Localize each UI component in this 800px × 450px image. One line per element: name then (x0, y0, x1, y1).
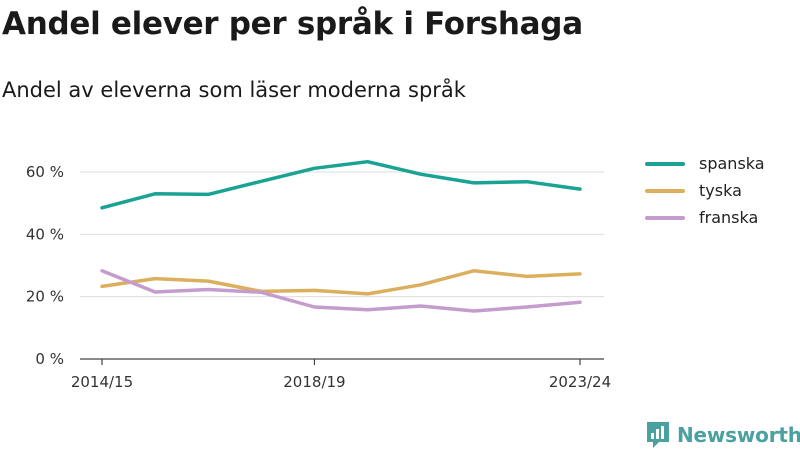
x-tick-label: 2018/19 (283, 373, 345, 391)
legend-swatch (645, 161, 685, 166)
y-tick-label: 60 % (26, 163, 64, 181)
y-tick-label: 20 % (26, 288, 64, 306)
y-tick-label: 0 % (35, 350, 64, 368)
legend-swatch (645, 188, 685, 193)
x-tick-label: 2014/15 (71, 373, 133, 391)
x-axis: 2014/15 2018/19 2023/24 (71, 358, 611, 391)
legend-item-franska: franska (645, 204, 765, 231)
series-lines (100, 159, 582, 313)
chart-title: Andel elever per språk i Forshaga (2, 6, 583, 42)
legend-label: spanska (699, 154, 765, 173)
brand: Newsworthy (645, 420, 800, 450)
chart-subtitle: Andel av eleverna som läser moderna språ… (2, 78, 466, 102)
legend-item-tyska: tyska (645, 177, 765, 204)
brand-name: Newsworthy (677, 423, 800, 447)
x-tick-label: 2023/24 (549, 373, 611, 391)
legend-item-spanska: spanska (645, 150, 765, 177)
y-tick-label: 40 % (26, 225, 64, 243)
y-axis: 0 % 20 % 40 % 60 % (26, 163, 64, 368)
legend-label: franska (699, 208, 759, 227)
gridlines (80, 171, 604, 298)
legend-label: tyska (699, 181, 742, 200)
legend: spanska tyska franska (645, 150, 765, 231)
series-line-spanska (100, 159, 582, 210)
legend-swatch (645, 215, 685, 220)
series-line-franska (100, 269, 582, 313)
series-line-tyska (100, 269, 582, 296)
newsworthy-logo-icon (647, 422, 669, 448)
